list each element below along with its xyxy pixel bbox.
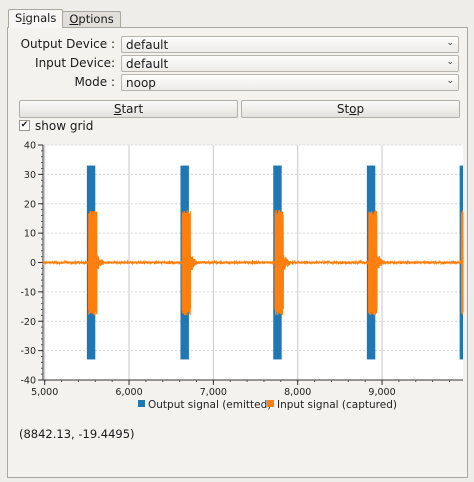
- input-signal-line: [42, 209, 464, 316]
- input-device-select[interactable]: default ⌄: [121, 55, 459, 72]
- checkmark-icon: ✔: [20, 120, 29, 130]
- tab-options[interactable]: Options: [62, 11, 121, 28]
- input-device-value: default: [126, 57, 169, 71]
- legend-swatch-input: [267, 400, 274, 407]
- x-tick-label: 7,000: [200, 387, 227, 398]
- y-tick-label: 20: [24, 199, 36, 210]
- mode-value: noop: [126, 76, 156, 90]
- y-tick-label: -10: [20, 287, 36, 298]
- legend-label-input: Input signal (captured): [277, 399, 397, 411]
- tab-signals[interactable]: Signals: [8, 9, 64, 28]
- mode-row: Mode : noop ⌄: [8, 74, 467, 92]
- x-tick-label: 5,000: [31, 387, 58, 398]
- y-tick-label: 10: [24, 229, 36, 240]
- input-device-row: Input Device: default ⌄: [8, 55, 467, 73]
- y-tick-label: -30: [20, 346, 36, 357]
- input-device-label: Input Device:: [35, 56, 115, 70]
- signals-panel: Output Device : default ⌄ Input Device: …: [7, 27, 468, 478]
- tab-bar: Signals Options: [8, 9, 121, 28]
- stop-button[interactable]: Stop: [241, 100, 460, 118]
- cursor-coordinate-readout: (8842.13, -19.4495): [19, 427, 135, 441]
- output-device-select[interactable]: default ⌄: [121, 36, 459, 53]
- chevron-down-icon: ⌄: [446, 38, 454, 48]
- start-button[interactable]: Start: [19, 100, 238, 118]
- legend-label-output: Output signal (emitted): [148, 399, 271, 411]
- x-tick-label: 9,000: [368, 387, 395, 398]
- chevron-down-icon: ⌄: [446, 57, 454, 67]
- output-device-row: Output Device : default ⌄: [8, 36, 467, 54]
- x-tick-label: 8,000: [284, 387, 311, 398]
- y-tick-label: -40: [20, 376, 36, 387]
- mode-label: Mode :: [74, 75, 115, 89]
- output-device-label: Output Device :: [20, 37, 115, 51]
- chevron-down-icon: ⌄: [446, 76, 454, 86]
- x-tick-label: 6,000: [115, 387, 142, 398]
- mode-select[interactable]: noop ⌄: [121, 74, 459, 91]
- signal-plot[interactable]: -40 -30 -20 -10 0 10 20 30 40 5,000 6,000 7,000 8,00…: [8, 140, 467, 425]
- show-grid-label[interactable]: show grid: [35, 119, 94, 133]
- y-tick-label: 0: [30, 258, 36, 269]
- legend-swatch-output: [138, 400, 145, 407]
- y-tick-label: -20: [20, 317, 36, 328]
- y-tick-label: 30: [24, 170, 36, 181]
- show-grid-checkbox[interactable]: ✔: [19, 120, 30, 131]
- output-device-value: default: [126, 38, 169, 52]
- y-tick-label: 40: [24, 141, 36, 152]
